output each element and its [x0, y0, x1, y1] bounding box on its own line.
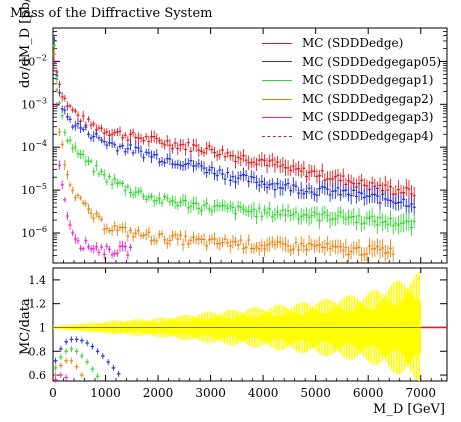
- ratio-y-tick-label: 1.4: [29, 274, 47, 287]
- main-plot-frame: [52, 27, 448, 264]
- ratio-plot-frame: [52, 267, 448, 382]
- x-tick-label: 2000: [143, 386, 174, 400]
- x-tick-label: 6000: [353, 386, 384, 400]
- main-y-tick-label: 10−6: [21, 225, 47, 240]
- legend-swatch: [262, 117, 292, 119]
- legend-item: MC (SDDDedgegap3): [262, 108, 441, 127]
- legend-swatch: [262, 42, 292, 44]
- ratio-y-tick-label: 1: [39, 321, 46, 334]
- y-axis-label-ratio: MC/data: [18, 298, 33, 355]
- legend-label: MC (SDDDedgegap3): [302, 110, 434, 125]
- main-y-tick-label: 10−3: [21, 96, 47, 111]
- main-y-tick-label: 10−5: [21, 182, 47, 197]
- legend-label: MC (SDDDedgegap2): [302, 91, 434, 106]
- data-uncertainty-band-bin: [418, 272, 420, 381]
- legend-item: MC (SDDDedgegap2): [262, 90, 441, 109]
- x-axis-label: M_D [GeV]: [373, 402, 445, 417]
- x-tick-label: 1000: [90, 386, 121, 400]
- ratio-y-tick-label: 0.8: [29, 345, 47, 358]
- main-y-tick-label: 10−4: [21, 139, 47, 154]
- y-axis-label-main: dσ/dM_D [pb/GeV]: [18, 0, 33, 88]
- legend-label: MC (SDDDedgegap4): [302, 128, 434, 143]
- legend-label: MC (SDDDedgegap1): [302, 73, 434, 88]
- x-tick-label: 4000: [248, 386, 279, 400]
- legend-swatch: [262, 61, 292, 63]
- legend-label: MC (SDDDedgegap05): [302, 54, 442, 69]
- legend-swatch: [262, 79, 292, 81]
- main-y-tick-label: 10−2: [21, 53, 47, 68]
- legend-swatch: [262, 135, 292, 137]
- legend: MC (SDDDedge) MC (SDDDedgegap05) MC (SDDDe…: [262, 34, 441, 146]
- legend-swatch: [262, 98, 292, 100]
- ratio-y-tick-label: 0.6: [29, 369, 47, 382]
- legend-item: MC (SDDDedgegap05): [262, 53, 441, 72]
- chart-title: Mass of the Diffractive System: [10, 6, 213, 21]
- legend-item: MC (SDDDedgegap4): [262, 127, 441, 146]
- legend-label: MC (SDDDedge): [302, 36, 404, 50]
- x-tick-label: 0: [49, 386, 57, 400]
- x-tick-label: 5000: [300, 386, 331, 400]
- x-tick-label: 7000: [405, 386, 436, 400]
- x-tick-label: 3000: [195, 386, 226, 400]
- ratio-y-tick-label: 1.2: [29, 298, 47, 311]
- legend-item: MC (SDDDedgegap1): [262, 71, 441, 90]
- legend-item: MC (SDDDedge): [262, 34, 441, 53]
